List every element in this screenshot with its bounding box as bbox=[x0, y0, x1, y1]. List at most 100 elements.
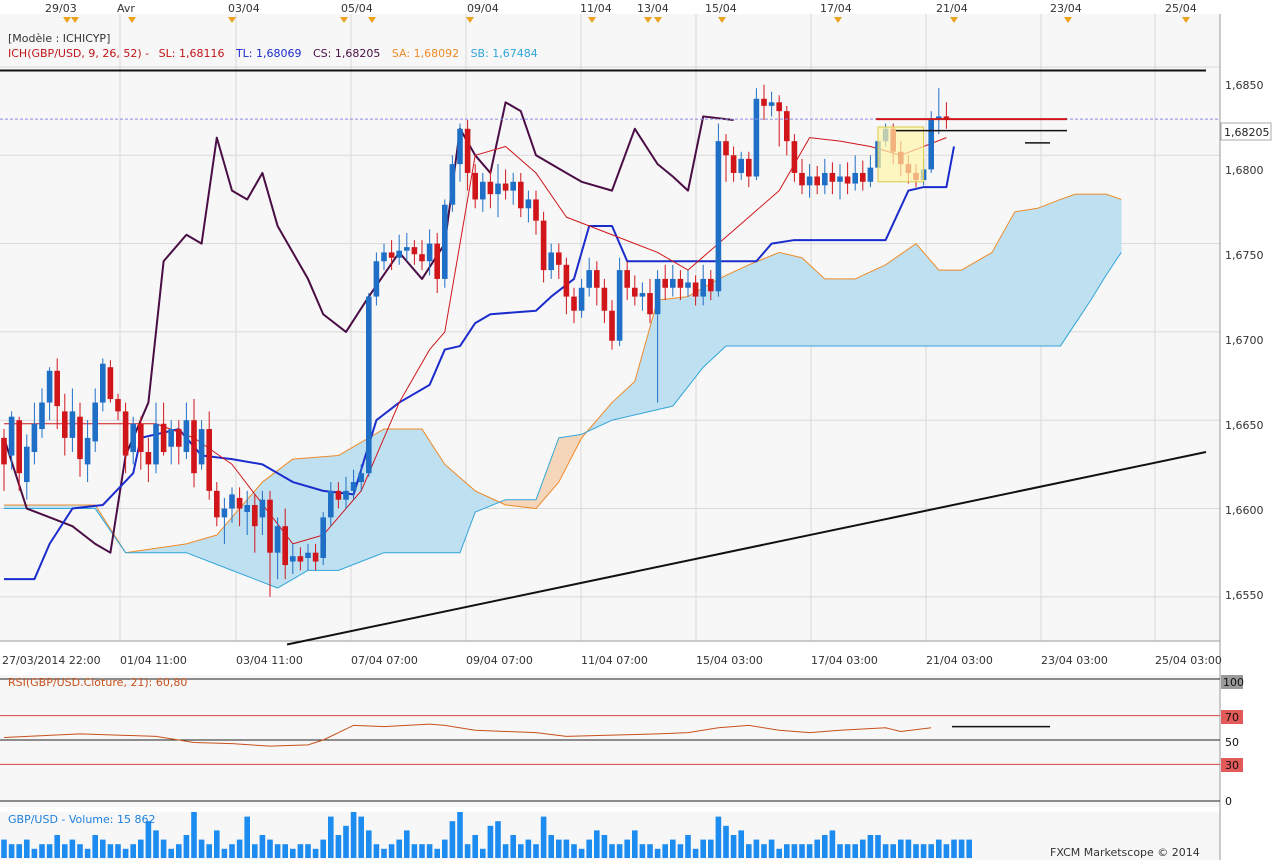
bullish-candle bbox=[396, 250, 402, 258]
volume-bar bbox=[875, 835, 881, 858]
kumo-segment bbox=[851, 278, 856, 347]
volume-bar bbox=[404, 830, 410, 858]
volume-label: GBP/USD - Volume: 15 862 bbox=[8, 813, 155, 826]
volume-bar bbox=[624, 839, 630, 858]
bullish-candle bbox=[39, 402, 45, 430]
kumo-segment bbox=[961, 267, 966, 347]
kumo-segment bbox=[995, 237, 1000, 347]
sa-label: SA: 1,68092 bbox=[392, 47, 459, 60]
volume-bar bbox=[107, 844, 114, 858]
kumo-segment bbox=[797, 256, 803, 347]
kumo-segment bbox=[626, 384, 632, 418]
time-label: 23/04 03:00 bbox=[1041, 654, 1108, 667]
kumo-segment bbox=[224, 520, 229, 570]
kumo-segment bbox=[41, 504, 47, 509]
volume-bar bbox=[206, 844, 212, 858]
top-date-label: 09/04 bbox=[467, 2, 499, 15]
bullish-candle bbox=[426, 243, 433, 262]
bearish-candle bbox=[16, 420, 22, 474]
kumo-segment bbox=[421, 428, 427, 553]
volume-bar bbox=[31, 848, 38, 858]
kumo-segment bbox=[1113, 196, 1118, 265]
kumo-segment bbox=[1060, 197, 1065, 348]
kumo-segment bbox=[1010, 210, 1016, 347]
bullish-candle bbox=[24, 446, 30, 483]
kumo-segment bbox=[379, 428, 385, 555]
bearish-candle bbox=[77, 416, 83, 460]
candlesticks bbox=[1, 84, 950, 597]
rsi-line bbox=[3, 723, 932, 747]
kumo-segment bbox=[896, 253, 902, 347]
volume-bar bbox=[860, 839, 866, 858]
kumo-segment bbox=[509, 499, 514, 507]
kumo-segment bbox=[991, 244, 997, 347]
volume-bar bbox=[62, 844, 68, 858]
volume-bar bbox=[84, 848, 91, 858]
bullish-candle bbox=[616, 270, 623, 341]
bearish-candle bbox=[160, 423, 167, 453]
kumo-segment bbox=[512, 499, 518, 507]
volume-bar bbox=[221, 848, 228, 858]
kumo-segment bbox=[15, 504, 20, 509]
volume-bar bbox=[8, 844, 15, 858]
bearish-candle bbox=[776, 102, 782, 112]
bearish-candle bbox=[214, 490, 220, 518]
volume-bar bbox=[335, 835, 342, 858]
volume-bar bbox=[480, 848, 486, 858]
volume-bar bbox=[700, 839, 706, 858]
bearish-candle bbox=[677, 278, 684, 288]
bearish-candle bbox=[829, 172, 836, 182]
bearish-candle bbox=[62, 411, 68, 438]
kumo-segment bbox=[744, 264, 750, 347]
volume-bar bbox=[578, 848, 585, 858]
kumo-segment bbox=[1117, 197, 1122, 260]
volume-bar bbox=[556, 839, 562, 858]
bullish-candle bbox=[867, 167, 874, 182]
volume-bar bbox=[882, 844, 889, 858]
volume-bar bbox=[388, 844, 395, 858]
volume-bar bbox=[252, 844, 258, 858]
kumo-segment bbox=[672, 297, 677, 407]
kumo-segment bbox=[3, 504, 9, 509]
kumo-segment bbox=[1048, 201, 1054, 347]
kumo-segment bbox=[710, 280, 715, 361]
bearish-candle bbox=[799, 172, 805, 186]
volume-bar bbox=[282, 844, 288, 858]
kumo-segment bbox=[18, 504, 24, 509]
kumo-segment bbox=[828, 278, 833, 347]
kumo-segment bbox=[801, 257, 807, 347]
kumo-segment bbox=[923, 251, 928, 347]
bearish-candle bbox=[746, 158, 752, 177]
volume-bar bbox=[958, 839, 965, 858]
kumo-segment bbox=[999, 230, 1004, 347]
volume-bar bbox=[768, 839, 775, 858]
tenkan-sen-line bbox=[4, 137, 947, 545]
kumo-segment bbox=[455, 473, 461, 553]
kumo-segment bbox=[927, 256, 932, 347]
kumo-segment bbox=[824, 278, 829, 347]
bearish-candle bbox=[191, 420, 197, 474]
ichimoku-label: ICH(GBP/USD, 9, 26, 52) - SL: 1,68116 TL… bbox=[8, 47, 538, 60]
price-axis: 1,6850 1,6800 1,6750 1,6700 1,6650 1,660… bbox=[1220, 79, 1272, 602]
kumo-segment bbox=[847, 278, 852, 347]
bullish-candle bbox=[548, 252, 554, 271]
kumo-segment bbox=[980, 256, 985, 347]
kumo-segment bbox=[778, 252, 784, 347]
kumo-segment bbox=[771, 253, 776, 347]
volume-bar bbox=[654, 848, 661, 858]
bullish-candle bbox=[715, 141, 722, 292]
bullish-candle bbox=[221, 508, 228, 518]
kumo-segment bbox=[1094, 193, 1099, 296]
bullish-candle bbox=[100, 363, 106, 403]
triangle-down-icon bbox=[1182, 17, 1190, 23]
kumo-segment bbox=[721, 274, 727, 351]
kumo-segment bbox=[725, 273, 731, 347]
price-tick: 1,6550 bbox=[1225, 589, 1264, 602]
kumo-segment bbox=[357, 441, 362, 564]
kumo-segment bbox=[235, 507, 240, 574]
kumo-segment bbox=[516, 499, 522, 508]
kumo-segment bbox=[695, 289, 700, 378]
kumo-segment bbox=[201, 537, 206, 561]
kumo-segment bbox=[208, 535, 214, 564]
kumo-segment bbox=[436, 451, 442, 553]
